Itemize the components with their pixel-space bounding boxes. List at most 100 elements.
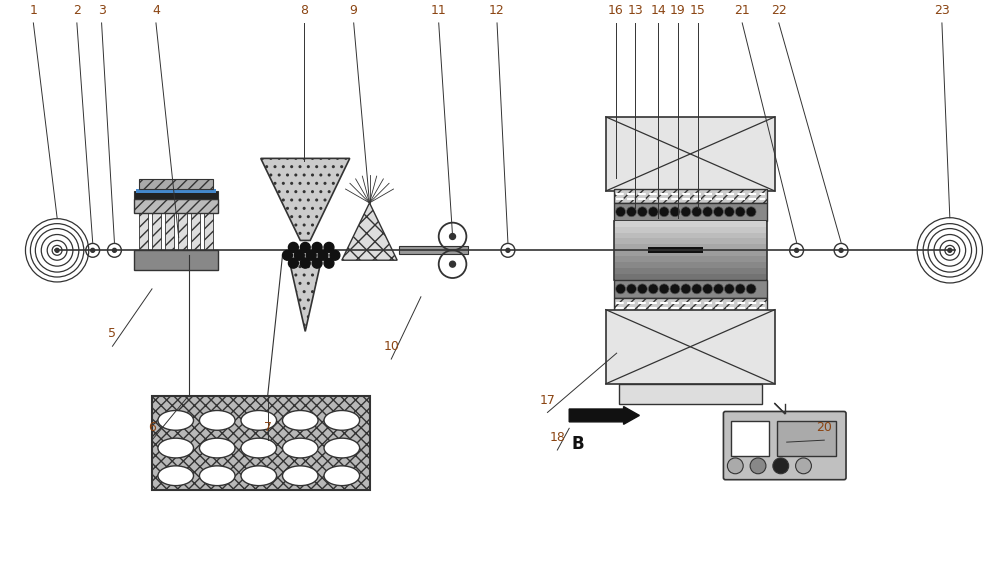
Circle shape xyxy=(294,250,304,260)
Text: 1: 1 xyxy=(29,4,37,17)
Ellipse shape xyxy=(199,438,235,458)
Ellipse shape xyxy=(324,466,360,486)
Circle shape xyxy=(318,250,328,260)
Circle shape xyxy=(55,248,59,252)
Text: B: B xyxy=(571,435,584,453)
Bar xyxy=(139,213,148,250)
Bar xyxy=(134,191,218,199)
Circle shape xyxy=(648,207,658,217)
Bar xyxy=(615,262,766,268)
Text: 10: 10 xyxy=(383,340,399,353)
Text: 17: 17 xyxy=(540,393,555,407)
Circle shape xyxy=(724,207,734,217)
Bar xyxy=(178,213,187,250)
Circle shape xyxy=(796,458,811,474)
FancyArrow shape xyxy=(569,407,639,424)
Text: 9: 9 xyxy=(350,4,358,17)
Bar xyxy=(606,117,775,191)
Circle shape xyxy=(750,458,766,474)
Circle shape xyxy=(692,207,702,217)
Ellipse shape xyxy=(158,411,194,430)
Bar xyxy=(152,213,161,250)
Bar xyxy=(615,239,766,244)
FancyBboxPatch shape xyxy=(723,412,846,480)
Circle shape xyxy=(112,248,116,252)
Bar xyxy=(777,421,836,456)
Circle shape xyxy=(616,284,626,294)
Circle shape xyxy=(648,284,658,294)
Bar xyxy=(615,274,766,280)
Circle shape xyxy=(735,284,745,294)
Circle shape xyxy=(735,207,745,217)
Bar xyxy=(204,213,213,250)
Bar xyxy=(152,396,370,489)
Text: 18: 18 xyxy=(549,431,565,444)
Circle shape xyxy=(627,284,636,294)
Bar xyxy=(614,298,767,312)
Bar xyxy=(615,244,766,250)
Text: 11: 11 xyxy=(431,4,447,17)
Circle shape xyxy=(324,243,334,252)
Circle shape xyxy=(637,207,647,217)
Bar xyxy=(134,199,218,213)
Circle shape xyxy=(703,284,713,294)
Ellipse shape xyxy=(241,466,277,486)
Circle shape xyxy=(714,207,723,217)
Circle shape xyxy=(506,248,510,252)
Ellipse shape xyxy=(158,466,194,486)
Bar xyxy=(165,213,174,250)
Polygon shape xyxy=(287,252,323,331)
Bar xyxy=(606,310,775,384)
Circle shape xyxy=(312,243,322,252)
Bar xyxy=(615,250,766,256)
Text: 7: 7 xyxy=(264,421,272,434)
Bar xyxy=(731,421,769,456)
Ellipse shape xyxy=(283,411,318,430)
Circle shape xyxy=(330,250,340,260)
Circle shape xyxy=(616,207,626,217)
Circle shape xyxy=(714,284,723,294)
Ellipse shape xyxy=(283,438,318,458)
Circle shape xyxy=(724,284,734,294)
Circle shape xyxy=(681,207,691,217)
Circle shape xyxy=(839,248,843,252)
Bar xyxy=(619,384,762,404)
Text: 5: 5 xyxy=(108,327,116,340)
Text: 20: 20 xyxy=(816,421,832,434)
Circle shape xyxy=(670,207,680,217)
Circle shape xyxy=(450,233,456,239)
Circle shape xyxy=(627,207,636,217)
Bar xyxy=(615,232,766,239)
Bar xyxy=(191,213,200,250)
Circle shape xyxy=(300,243,310,252)
Bar xyxy=(360,225,379,239)
Circle shape xyxy=(948,248,952,252)
Bar xyxy=(615,227,766,232)
Text: 14: 14 xyxy=(650,4,666,17)
Text: 8: 8 xyxy=(300,4,308,17)
Text: 13: 13 xyxy=(628,4,643,17)
Circle shape xyxy=(288,258,298,268)
Text: 22: 22 xyxy=(771,4,787,17)
Ellipse shape xyxy=(324,438,360,458)
Text: 21: 21 xyxy=(734,4,750,17)
Circle shape xyxy=(670,284,680,294)
Bar xyxy=(615,221,766,227)
Text: 12: 12 xyxy=(489,4,505,17)
Bar xyxy=(648,247,703,254)
Bar xyxy=(139,179,213,189)
Circle shape xyxy=(91,248,95,252)
Circle shape xyxy=(746,284,756,294)
Bar xyxy=(615,268,766,274)
Bar xyxy=(134,250,218,270)
Ellipse shape xyxy=(241,438,277,458)
Text: 2: 2 xyxy=(73,4,81,17)
Text: 16: 16 xyxy=(608,4,624,17)
Text: 23: 23 xyxy=(934,4,950,17)
Circle shape xyxy=(288,243,298,252)
Circle shape xyxy=(746,207,756,217)
Bar xyxy=(614,203,767,221)
Circle shape xyxy=(312,258,322,268)
Circle shape xyxy=(703,207,713,217)
Ellipse shape xyxy=(199,411,235,430)
